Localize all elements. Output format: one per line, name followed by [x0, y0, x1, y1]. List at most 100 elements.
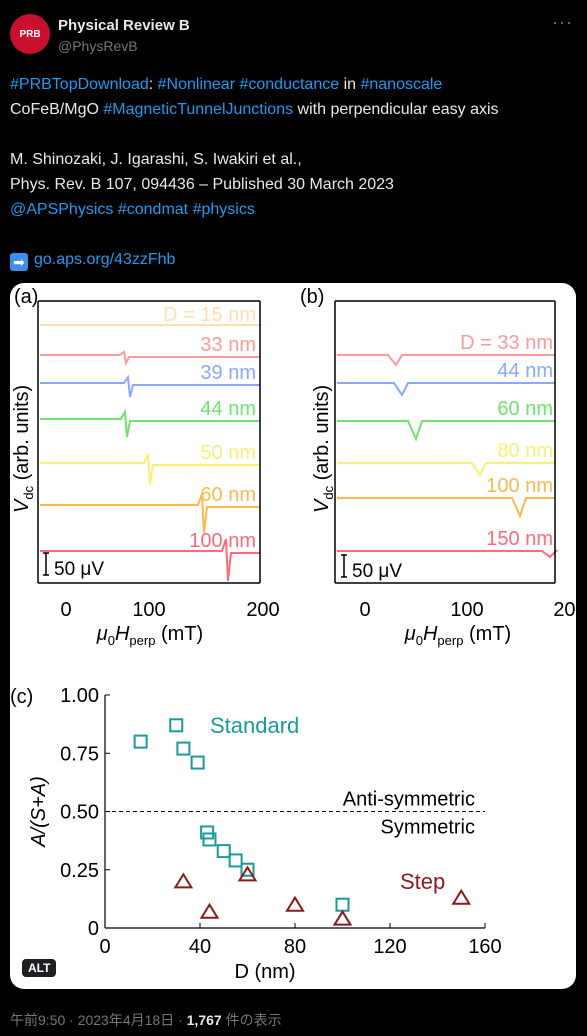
panel-b-curve	[337, 497, 555, 519]
panel-c-xtick: 0	[99, 936, 110, 958]
panel-c-xlabel: D (nm)	[234, 961, 295, 983]
panel-a-xtick-2: 200	[246, 599, 279, 621]
more-dots-icon[interactable]: ···	[552, 12, 573, 32]
figure-svg: (a) D = 15 nm 33 nm 39 nm 44 nm 50 nm 60 nm 10…	[10, 286, 576, 983]
alt-badge[interactable]: ALT	[22, 959, 57, 977]
panel-c-ytick: 0.25	[60, 860, 99, 882]
step-point	[237, 865, 258, 882]
panel-a-curve-label: 33 nm	[200, 334, 256, 356]
panel-b-xtick-0: 0	[359, 599, 370, 621]
panel-b-curve-label: 60 nm	[497, 398, 553, 420]
standard-point	[335, 897, 350, 912]
view-suffix: 件の表示	[221, 1012, 282, 1028]
panel-b-label: (b)	[300, 286, 324, 308]
panel-c-standard-label: Standard	[210, 713, 299, 738]
panel-b-curve	[337, 420, 555, 442]
panel-a-curve	[40, 349, 260, 367]
panel-b-curve	[337, 462, 555, 477]
panel-b: D = 33 nm 44 nm 60 nm 80 nm 100 nm 150 nm	[337, 332, 559, 559]
panel-b-curve	[337, 354, 555, 367]
panel-a-curve-label: 44 nm	[200, 398, 256, 420]
panel-a-curve	[40, 408, 260, 438]
panel-a: D = 15 nm 33 nm 39 nm 44 nm 50 nm 60 nm 100 nm	[40, 304, 260, 582]
panel-a-curve	[40, 538, 260, 582]
panel-a-curve	[40, 453, 260, 486]
tweet-footer: 午前9:50 · 2023年4月18日 · 1,767 件の表示	[10, 1010, 282, 1030]
panel-b-curve-label: 100 nm	[486, 475, 553, 497]
panel-b-xtick-2: 200	[553, 599, 576, 621]
standard-point	[216, 844, 231, 859]
step-point	[199, 902, 220, 919]
author-handle[interactable]: @PhysRevB	[58, 38, 138, 54]
panel-b-curve-label: 150 nm	[486, 528, 553, 550]
panel-b-scale-bar: 50 μV	[352, 561, 402, 582]
panel-a-curve	[40, 374, 260, 398]
panel-c-xtick: 40	[189, 936, 211, 958]
tweet-citation: Phys. Rev. B 107, 094436 – Published 30 …	[10, 176, 394, 193]
step-point	[332, 909, 353, 926]
panel-a-scale-bar: 50 μV	[54, 559, 104, 580]
arrow-right-icon: ➡	[10, 253, 28, 271]
short-link[interactable]: go.aps.org/43zzFhb	[34, 251, 176, 268]
line1-segment[interactable]: #PRBTopDownload	[10, 76, 149, 93]
step-point	[451, 888, 472, 905]
panel-c-ytick: 0.50	[60, 802, 99, 824]
tweet-line-1: #PRBTopDownload: #Nonlinear #conductance…	[10, 72, 580, 97]
line1-segment[interactable]: #nanoscale	[360, 76, 443, 93]
panel-a-curve-label: 100 nm	[189, 530, 256, 552]
line1-segment: :	[148, 76, 158, 93]
standard-point	[190, 755, 205, 770]
hashtag-segment[interactable]: @APSPhysics	[10, 201, 114, 218]
line1-segment[interactable]: #conductance	[239, 76, 340, 93]
line2-segment: with perpendicular easy axis	[293, 101, 499, 118]
panel-a-curve-label: 50 nm	[200, 442, 256, 464]
standard-point	[176, 741, 191, 756]
standard-point	[228, 853, 243, 868]
standard-point	[240, 862, 255, 877]
step-point	[285, 895, 305, 912]
figure-image[interactable]: (a) D = 15 nm 33 nm 39 nm 44 nm 50 nm 60 nm 10…	[10, 283, 576, 989]
view-count: 1,767	[186, 1012, 222, 1028]
line2-segment: CoFeB/MgO	[10, 101, 104, 118]
panel-c-step-label: Step	[400, 869, 445, 894]
tweet-text: #PRBTopDownload: #Nonlinear #conductance…	[10, 72, 580, 272]
panel-c: 0 0.25 0.50 0.75 1.00 0 40 80 120 160 A/(S+A) D (nm…	[28, 685, 502, 983]
panel-c-ytick: 0	[88, 918, 99, 940]
avatar-text: PRB	[19, 28, 41, 40]
tweet-authors: M. Shinozaki, J. Igarashi, S. Iwakiri et…	[10, 151, 302, 168]
author-name[interactable]: Physical Review B	[58, 17, 190, 34]
tweet-timestamp[interactable]: 午前9:50 · 2023年4月18日 ·	[10, 1012, 187, 1028]
panel-b-curve-label: 44 nm	[497, 360, 553, 382]
avatar[interactable]: PRB	[10, 14, 50, 54]
hashtag-segment[interactable]: #physics	[192, 201, 255, 218]
hashtag-segment[interactable]: #condmat	[117, 201, 189, 218]
panel-b-xtick-1: 100	[450, 599, 483, 621]
panel-a-ylabel: Vdc (arb. units)	[11, 385, 36, 513]
panel-c-divider-lower: Symmetric	[381, 817, 475, 839]
panel-b-curve	[337, 550, 559, 559]
panel-c-ytick: 0.75	[60, 743, 99, 765]
panel-a-curve-label: 39 nm	[200, 362, 256, 384]
panel-b-curve-label: D = 33 nm	[460, 332, 553, 354]
standard-point	[169, 718, 184, 733]
tweet-hashtags: @APSPhysics #condmat #physics	[10, 197, 580, 222]
panel-a-xtick-0: 0	[60, 599, 71, 621]
panel-b-ylabel: Vdc (arb. units)	[311, 385, 336, 513]
panel-c-xtick: 80	[284, 936, 306, 958]
standard-point	[133, 734, 148, 749]
panel-b-xlabel: μ0Hperp (mT)	[404, 623, 511, 648]
panel-a-xlabel: μ0Hperp (mT)	[96, 623, 203, 648]
line1-segment[interactable]: #Nonlinear	[157, 76, 236, 93]
panel-c-ylabel: A/(S+A)	[28, 776, 50, 848]
line1-segment: in	[339, 76, 361, 93]
tweet-line-2: CoFeB/MgO #MagneticTunnelJunctions with …	[10, 97, 580, 122]
step-point	[173, 872, 194, 889]
panel-a-xtick-1: 100	[132, 599, 165, 621]
line2-segment[interactable]: #MagneticTunnelJunctions	[103, 101, 294, 118]
panel-c-ytick: 1.00	[60, 685, 99, 707]
standard-point	[202, 832, 217, 847]
panel-a-label: (a)	[14, 286, 38, 308]
panel-c-xtick: 120	[373, 936, 406, 958]
panel-a-curve-label: D = 15 nm	[163, 304, 256, 326]
panel-a-curve	[40, 493, 260, 534]
